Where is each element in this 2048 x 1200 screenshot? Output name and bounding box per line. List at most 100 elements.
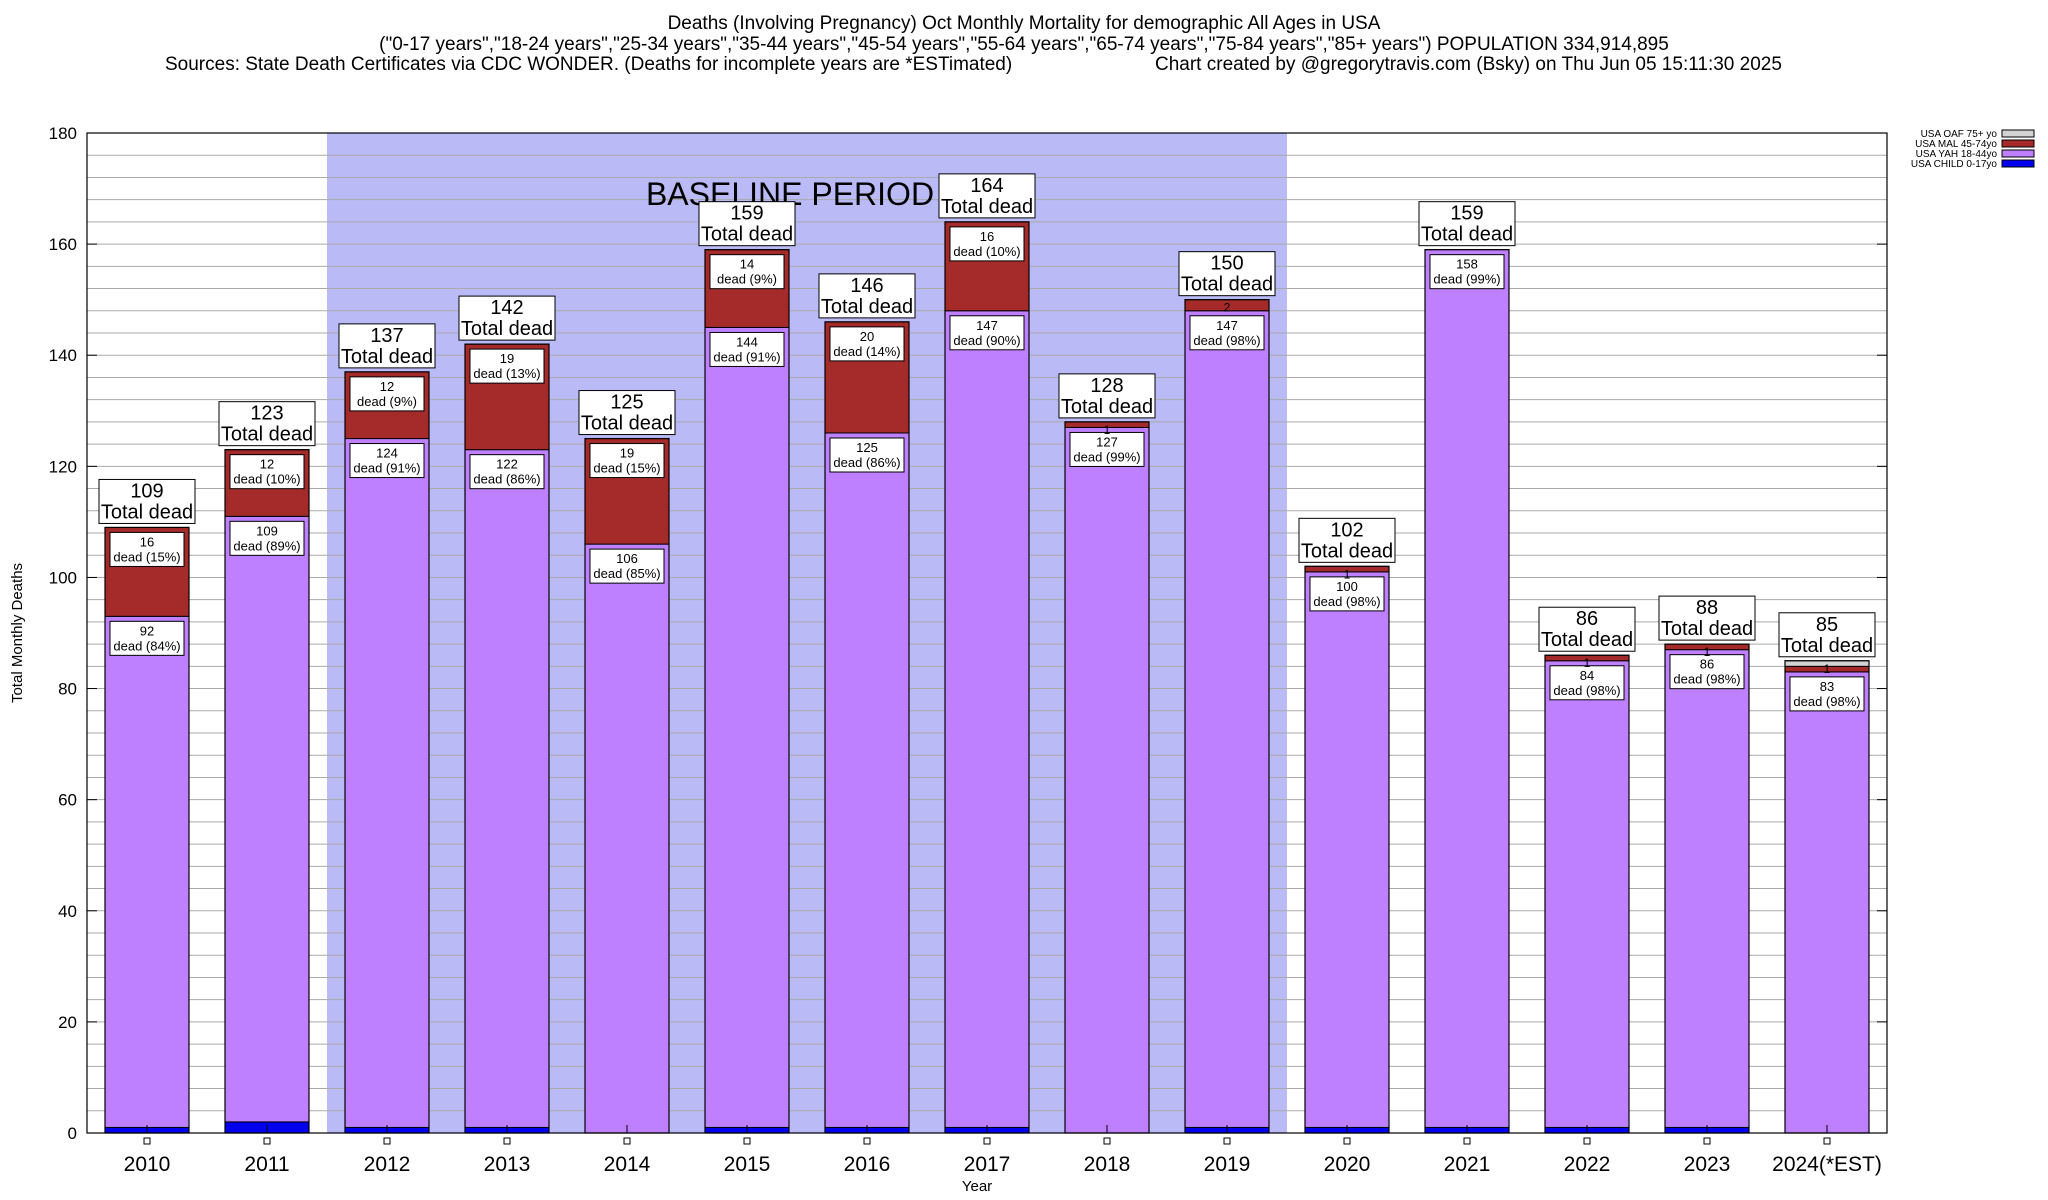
total-label-value: 146 <box>850 275 883 297</box>
segment-label-value: 12 <box>380 379 394 394</box>
total-label-box <box>1298 517 1396 563</box>
x-tick-label: 2023 <box>1684 1153 1731 1176</box>
x-tick-label: 2014 <box>604 1153 651 1176</box>
segment-label-box <box>589 548 665 584</box>
base-marker <box>1463 1137 1471 1145</box>
segment-label-pct: dead (98%) <box>1313 594 1380 609</box>
legend-label: USA YAH 18-44yo <box>1916 149 1998 160</box>
segment-label-value: 16 <box>980 229 994 244</box>
segment-label-box <box>949 226 1025 262</box>
bar-segment-yah <box>224 515 310 1123</box>
chart-subtitle: ("0-17 years","18-24 years","25-34 years… <box>379 34 1669 55</box>
base-marker <box>863 1137 871 1145</box>
total-label-box <box>1178 251 1276 297</box>
total-label-box <box>818 273 916 319</box>
total-label-text: Total dead <box>941 196 1033 218</box>
segment-label-box <box>469 348 545 384</box>
segment-label-value: 19 <box>620 446 634 461</box>
segment-label-box <box>469 454 545 490</box>
legend-swatch-child <box>2001 159 2035 168</box>
segment-label-value: 92 <box>140 623 154 638</box>
bar-segment-yah <box>1784 671 1870 1134</box>
segment-label-value: 144 <box>736 334 758 349</box>
y-tick-label: 120 <box>49 457 77 476</box>
segment-label-pct: dead (90%) <box>953 333 1020 348</box>
segment-label-value: 1 <box>1104 423 1111 437</box>
segment-label-box <box>1309 576 1385 612</box>
segment-label-box <box>349 443 425 479</box>
segment-label-pct: dead (98%) <box>1553 683 1620 698</box>
segment-label-pct: dead (86%) <box>473 472 540 487</box>
total-label-value: 159 <box>1450 203 1483 225</box>
x-tick-label: 2019 <box>1204 1153 1251 1176</box>
total-label-value: 137 <box>370 325 403 347</box>
x-tick-label: 2010 <box>124 1153 171 1176</box>
total-label-value: 142 <box>490 297 523 319</box>
segment-label-box <box>109 531 185 567</box>
bar-segment-yah <box>464 449 550 1128</box>
x-tick-label: 2018 <box>1084 1153 1131 1176</box>
chart-title: Deaths (Involving Pregnancy) Oct Monthly… <box>667 13 1381 34</box>
base-marker <box>743 1137 751 1145</box>
total-label-text: Total dead <box>1061 396 1153 418</box>
base-marker <box>383 1137 391 1145</box>
x-axis-title: Year <box>962 1178 992 1195</box>
bar-segment-yah <box>1304 571 1390 1128</box>
base-marker <box>623 1137 631 1145</box>
segment-label-value: 86 <box>1700 657 1714 672</box>
x-tick-label: 2022 <box>1564 1153 1611 1176</box>
base-marker <box>1103 1137 1111 1145</box>
total-label-box <box>578 390 676 436</box>
segment-label-pct: dead (14%) <box>833 344 900 359</box>
segment-label-box <box>229 520 305 556</box>
total-label-text: Total dead <box>1661 618 1753 640</box>
total-label-text: Total dead <box>1541 629 1633 651</box>
base-marker <box>1223 1137 1231 1145</box>
base-marker <box>503 1137 511 1145</box>
y-tick-label: 180 <box>49 124 77 143</box>
total-label-text: Total dead <box>1421 224 1513 246</box>
segment-label-pct: dead (86%) <box>833 455 900 470</box>
total-label-box <box>1418 201 1516 247</box>
base-marker <box>983 1137 991 1145</box>
segment-label-pct: dead (13%) <box>473 366 540 381</box>
total-label-box <box>98 478 196 524</box>
total-label-text: Total dead <box>1181 274 1273 296</box>
bar-segment-yah <box>104 615 190 1128</box>
bar-segment-yah <box>1544 660 1630 1128</box>
x-tick-label: 2016 <box>844 1153 891 1176</box>
segment-label-pct: dead (98%) <box>1193 333 1260 348</box>
base-marker <box>1823 1137 1831 1145</box>
segment-label-value: 147 <box>1216 318 1238 333</box>
y-tick-label: 20 <box>58 1013 77 1032</box>
base-marker <box>263 1137 271 1145</box>
segment-label-value: 106 <box>616 551 638 566</box>
bar-segment-yah <box>1184 310 1270 1128</box>
bar-segment-yah <box>584 543 670 1134</box>
base-marker <box>1703 1137 1711 1145</box>
x-tick-label: 2020 <box>1324 1153 1371 1176</box>
chart-credit: Chart created by @gregorytravis.com (Bsk… <box>1155 54 1782 75</box>
segment-label-value: 12 <box>260 457 274 472</box>
y-tick-label: 80 <box>58 680 77 699</box>
total-label-value: 150 <box>1210 253 1243 275</box>
segment-label-box <box>109 620 185 656</box>
segment-label-pct: dead (89%) <box>233 538 300 553</box>
total-label-text: Total dead <box>1301 540 1393 562</box>
chart-sources: Sources: State Death Certificates via CD… <box>165 54 1013 75</box>
total-label-box <box>218 401 316 447</box>
segment-label-box <box>829 437 905 473</box>
total-label-box <box>458 295 556 341</box>
base-marker <box>1583 1137 1591 1145</box>
segment-label-value: 2 <box>1224 301 1231 315</box>
legend-swatch-oaf <box>2001 129 2035 138</box>
segment-label-value: 84 <box>1580 668 1594 683</box>
total-label-box <box>1658 595 1756 641</box>
x-tick-label: 2015 <box>724 1153 771 1176</box>
total-label-box <box>698 201 796 247</box>
legend-label: USA CHILD 0-17yo <box>1911 159 1998 170</box>
y-tick-label: 100 <box>49 568 77 587</box>
base-marker <box>1343 1137 1351 1145</box>
segment-label-box <box>829 326 905 362</box>
segment-label-box <box>709 331 785 367</box>
